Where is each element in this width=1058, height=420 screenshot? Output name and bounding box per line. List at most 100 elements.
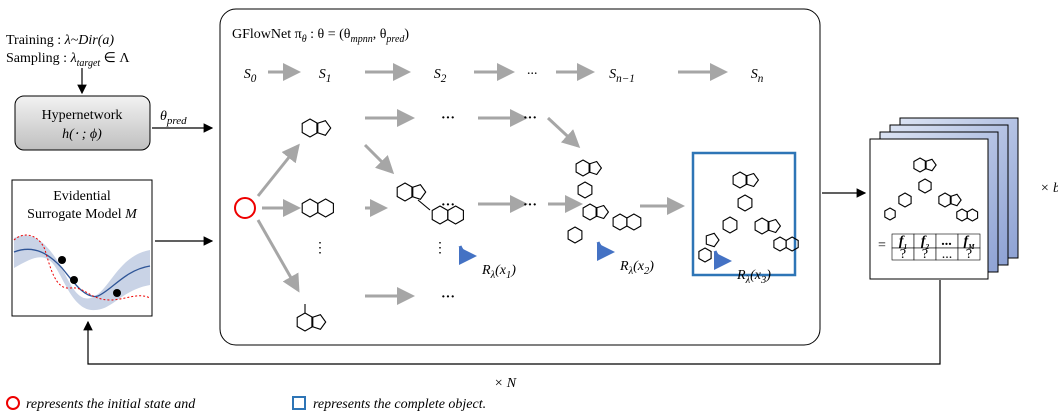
generated: S0 S1 S2 ··· Sn−1 Sn···············⋮ ⋮Rλ(x1) Rλ…: [244, 63, 979, 332]
t: θ: [302, 34, 307, 45]
math-label: Rλ(x1): [481, 263, 516, 281]
math-label: Sn−1: [609, 67, 635, 85]
base: S: [609, 67, 616, 82]
gflownet-box: [219, 8, 821, 346]
hypernetwork-expr: h(⋅ ; ϕ): [62, 127, 102, 142]
complete-object: [691, 151, 797, 277]
math-label: Rλ(x3): [736, 268, 771, 286]
sampling-text: Sampling : λtarget ∈ Λ: [6, 51, 130, 69]
vdots: ⋮: [433, 241, 447, 256]
ring: [898, 192, 912, 208]
ring: [626, 213, 642, 231]
cell-value: ?: [966, 247, 972, 262]
obs: [70, 276, 78, 284]
label: Training :: [6, 33, 65, 48]
reward-arrow: [458, 245, 477, 265]
arg: (x: [633, 259, 645, 274]
ring: [588, 160, 603, 176]
ring: [447, 205, 464, 225]
mean-curve: [13, 248, 151, 298]
hypernetwork-box: [14, 95, 151, 151]
sub: 2: [441, 73, 447, 85]
ring: [411, 184, 427, 200]
sub: 1: [326, 73, 332, 85]
ring: [317, 198, 334, 218]
legend-circle: [6, 396, 20, 410]
t: mpnn: [350, 34, 372, 45]
base: S: [319, 67, 326, 82]
sub: n: [758, 73, 764, 85]
ring: [918, 178, 932, 194]
arg: (x: [750, 268, 762, 283]
cell-value: ?: [900, 247, 906, 262]
expr: λ~Dir(a): [64, 33, 115, 48]
math-label: S2: [434, 67, 447, 85]
sub: λ: [745, 275, 751, 286]
base: R: [481, 263, 491, 278]
gflownet-title: GFlowNet πθ : θ = (θmpnn, θpred): [232, 27, 409, 45]
ellipsis: ···: [441, 290, 455, 305]
math-label: S1: [319, 67, 332, 85]
t: pred: [385, 34, 405, 45]
cell: [957, 247, 981, 261]
close: ): [765, 268, 771, 283]
flow-arrow: [256, 143, 300, 197]
sub: pred: [166, 115, 187, 127]
t: ): [404, 27, 409, 42]
ring: [595, 204, 610, 220]
math-label: Rλ(x2): [619, 259, 654, 277]
math-label: Sn: [751, 67, 764, 85]
base: R: [736, 268, 746, 283]
ring: [745, 172, 760, 188]
sub: 2: [644, 266, 650, 277]
sub: λ: [628, 266, 634, 277]
sub: 1: [506, 270, 511, 281]
math-label: fM: [964, 234, 976, 251]
ring: [567, 226, 583, 244]
ring: [767, 218, 782, 234]
batch: × b: [1040, 181, 1058, 196]
close: ): [648, 259, 654, 274]
bond: [417, 199, 431, 211]
math-label: f1: [899, 234, 907, 251]
t: : θ = (θ: [307, 27, 351, 42]
cell-value: ...: [942, 247, 953, 262]
ring: [884, 207, 896, 221]
math-label: S0: [244, 67, 257, 85]
eq: =: [878, 238, 886, 253]
ring: [785, 236, 799, 252]
ellipsis: ···: [523, 198, 537, 213]
loop-arrow: [83, 280, 941, 365]
base: S: [244, 67, 251, 82]
base: S: [434, 67, 441, 82]
cell-value: ?: [922, 247, 928, 262]
obs: [58, 256, 66, 264]
ring: [924, 158, 937, 172]
math-label: ···: [527, 67, 538, 82]
reward-arrow: [596, 241, 615, 261]
ring: [705, 232, 720, 248]
property-table: f1?f2?......fM?: [891, 233, 981, 262]
sub: n−1: [616, 73, 635, 85]
label: Sampling :: [6, 51, 71, 66]
training-text: Training : λ~Dir(a): [6, 33, 114, 48]
sub: 2: [925, 243, 930, 251]
ring: [966, 208, 979, 222]
surrogate-line2: Surrogate Model M: [27, 207, 138, 222]
obs: [113, 289, 121, 297]
base: ···: [527, 67, 538, 82]
legend-circle-text: represents the initial state and: [26, 397, 196, 412]
base: f: [899, 234, 905, 249]
sub: target: [77, 58, 101, 69]
expr: λ: [70, 51, 77, 66]
ring: [311, 314, 327, 330]
hypernetwork-title: Hypernetwork: [42, 108, 123, 123]
suffix: ∈ Λ: [100, 51, 130, 66]
t: , θ: [373, 27, 387, 42]
ring: [698, 247, 712, 263]
sub: λ: [490, 270, 496, 281]
initial-state: [234, 197, 256, 219]
math-label: ...: [942, 234, 953, 249]
ring: [316, 120, 332, 136]
